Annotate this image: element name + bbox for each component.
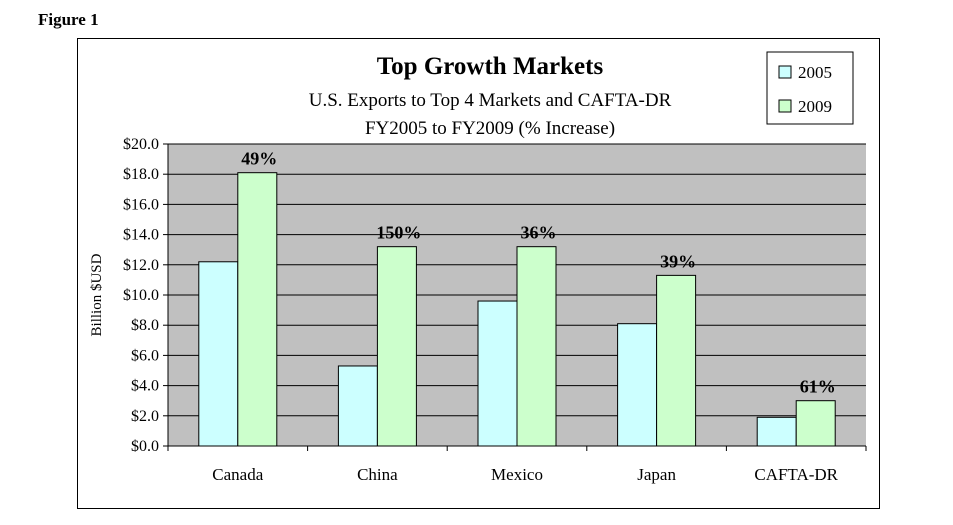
y-tick-label: $20.0 (123, 136, 159, 153)
y-tick-label: $2.0 (131, 408, 159, 425)
y-tick-label: $12.0 (123, 257, 159, 274)
legend: 2005 2009 (766, 51, 854, 125)
bar-canada-2005 (198, 261, 239, 447)
bar-canada-2009 (237, 172, 278, 447)
x-tick-label: CAFTA-DR (754, 465, 838, 484)
legend-label-2005: 2005 (798, 63, 832, 82)
y-tick-label: $6.0 (131, 347, 159, 364)
y-tick-label: $14.0 (123, 227, 159, 244)
data-label-pct-increase: 39% (660, 251, 696, 271)
bar-japan-2005 (617, 323, 658, 447)
chart-subtitle-line-2: FY2005 to FY2009 (% Increase) (365, 118, 615, 139)
chart-title: Top Growth Markets (377, 53, 604, 80)
bar-cafta-dr-2009 (795, 400, 836, 447)
chart-subtitle-line-1: U.S. Exports to Top 4 Markets and CAFTA-… (309, 90, 672, 111)
y-tick-label: $4.0 (131, 378, 159, 395)
chart-frame (77, 38, 880, 509)
bar-china-2005 (337, 365, 378, 447)
y-axis-label: Billion $USD (89, 253, 105, 336)
y-tick-label: $10.0 (123, 287, 159, 304)
y-tick-label: $8.0 (131, 317, 159, 334)
bar-china-2009 (376, 246, 417, 447)
legend-swatch-2009 (778, 99, 792, 113)
legend-swatch-2005 (778, 65, 792, 79)
legend-label-2009: 2009 (798, 97, 832, 116)
y-tick-label: $16.0 (123, 196, 159, 213)
bar-japan-2009 (656, 274, 697, 447)
data-label-pct-increase: 36% (521, 223, 557, 243)
x-tick-label: China (357, 465, 398, 484)
x-tick-label: Mexico (491, 465, 543, 484)
y-tick-label: $18.0 (123, 166, 159, 183)
x-tick-label: Japan (637, 465, 676, 484)
plot-area: $0.0 $2.0 $4.0 $6.0 $8.0 $10.0 $12.0 $14.0 $16.0… (123, 136, 867, 484)
bar-mexico-2005 (477, 300, 518, 447)
bar-cafta-dr-2005 (756, 416, 797, 447)
data-label-pct-increase: 49% (241, 149, 277, 169)
figure-label: Figure 1 (38, 10, 99, 29)
data-label-pct-increase: 61% (800, 377, 836, 397)
y-tick-label: $0.0 (131, 438, 159, 455)
x-tick-label: Canada (212, 465, 263, 484)
data-label-pct-increase: 150% (376, 223, 421, 243)
bar-mexico-2009 (516, 246, 557, 447)
